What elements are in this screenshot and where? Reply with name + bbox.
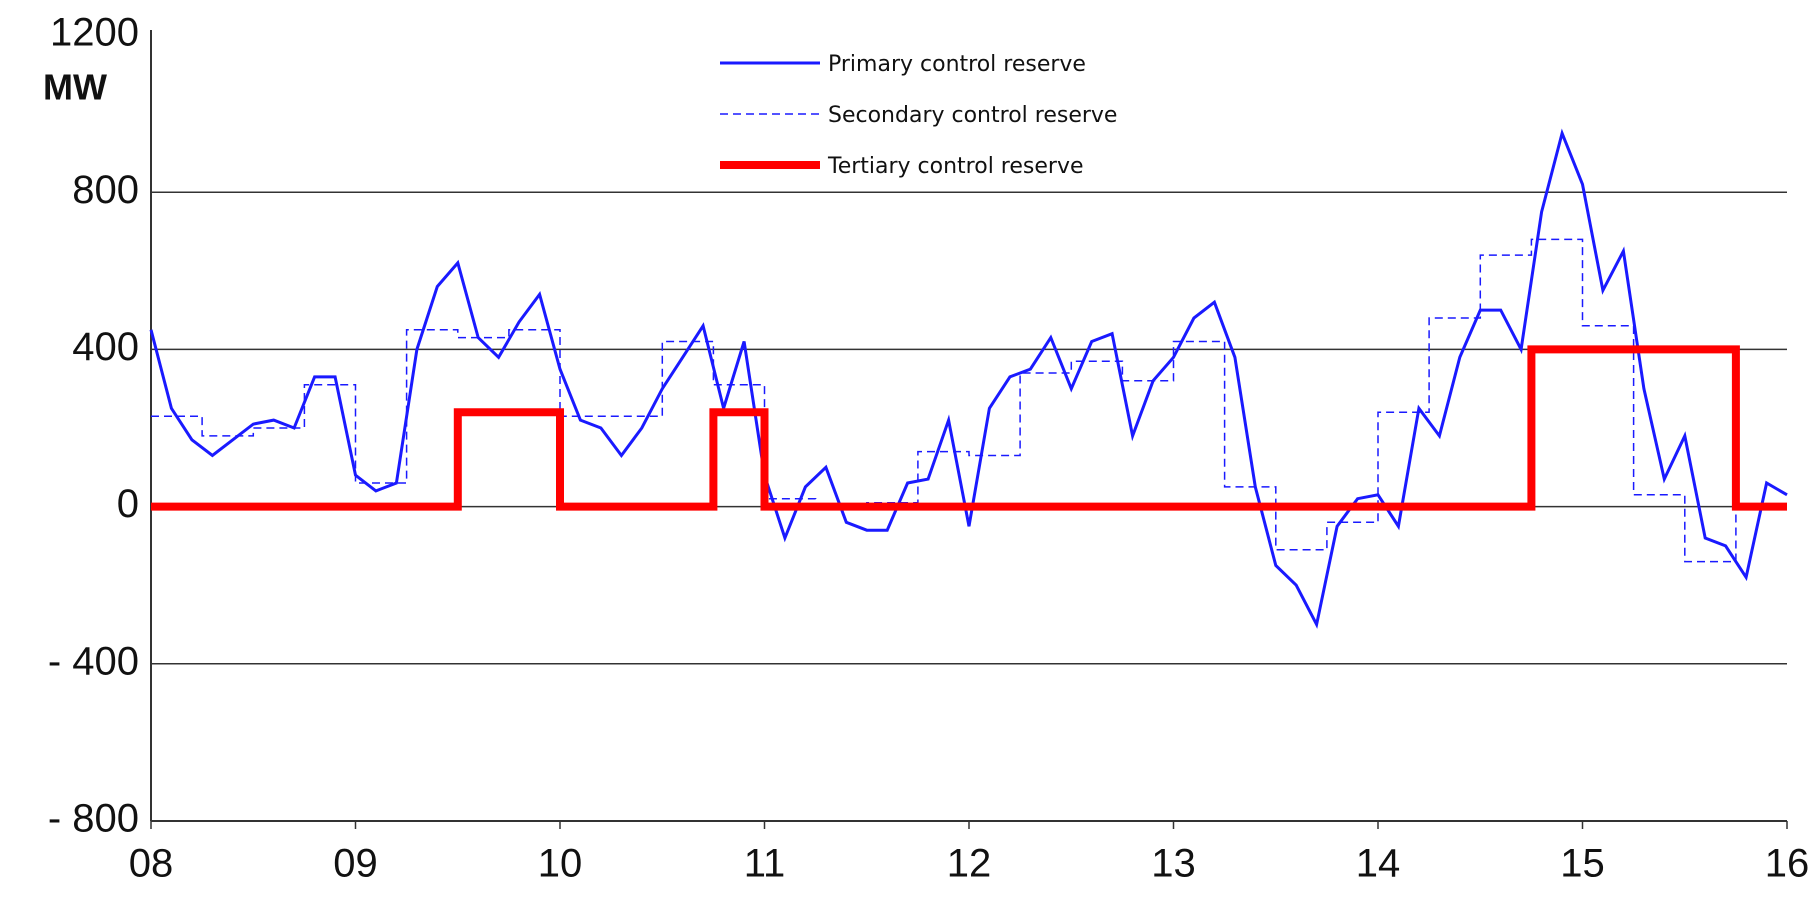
legend-item: Tertiary control reserve [827, 154, 1084, 179]
x-tick-label: 10 [538, 842, 583, 886]
x-tick-label: 13 [1151, 842, 1196, 886]
y-tick-label: 800 [72, 168, 139, 212]
x-tick-label: 11 [744, 842, 786, 886]
y-tick-label: - 400 [48, 639, 139, 683]
x-tick-label: 16 [1765, 842, 1810, 886]
x-tick-label: 09 [333, 842, 378, 886]
y-tick-label: 1200 [50, 11, 139, 55]
series-line [149, 128, 1788, 629]
y-tick-label: 400 [72, 325, 139, 369]
legend-item: Primary control reserve [828, 52, 1086, 77]
y-tick-label: 0 [117, 482, 139, 526]
x-tick-label: 08 [129, 842, 174, 886]
y-axis-label: MW [43, 67, 107, 108]
series-line [151, 345, 1787, 511]
legend-item: Secondary control reserve [828, 103, 1117, 128]
x-tick-label: 12 [947, 842, 992, 886]
series-line [151, 238, 1787, 563]
y-tick-label: - 800 [48, 797, 139, 841]
x-tick-label: 15 [1560, 842, 1605, 886]
x-tick-label: 14 [1356, 842, 1401, 886]
